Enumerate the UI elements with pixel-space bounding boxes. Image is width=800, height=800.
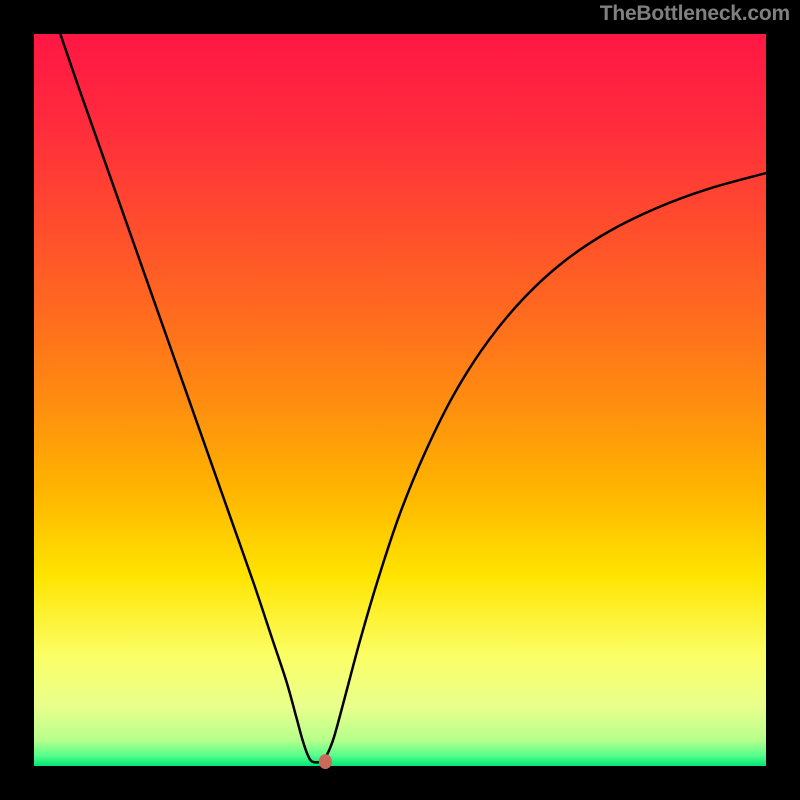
minimum-marker bbox=[319, 754, 332, 769]
chart-canvas: TheBottleneck.com bbox=[0, 0, 800, 800]
watermark-text: TheBottleneck.com bbox=[600, 2, 790, 26]
plot-background bbox=[34, 34, 766, 766]
bottleneck-chart bbox=[0, 0, 800, 800]
